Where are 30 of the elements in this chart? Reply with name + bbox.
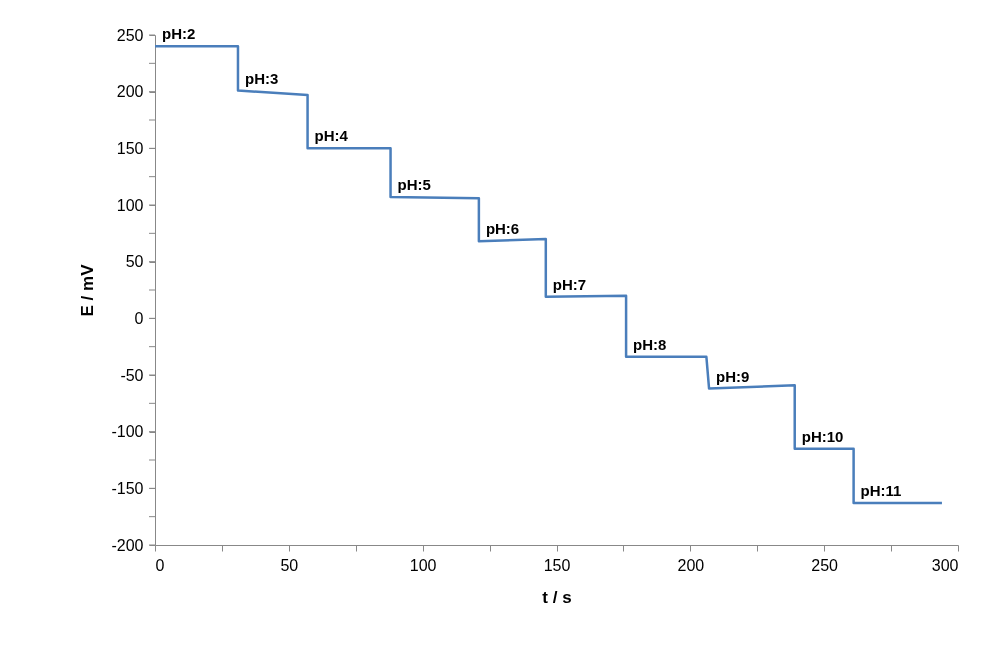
- annotation: pH:11: [860, 482, 902, 500]
- annotation: pH:7: [552, 275, 587, 293]
- annotation: pH:8: [633, 335, 667, 353]
- annotation: pH:10: [801, 427, 844, 445]
- annotation: pH:5: [397, 176, 431, 194]
- y-tick-label: 50: [125, 253, 144, 271]
- annotation: pH:9: [716, 367, 750, 385]
- x-tick-label: 0: [155, 556, 165, 574]
- annotation: pH:2: [162, 25, 196, 43]
- y-tick-label: 0: [134, 309, 144, 327]
- y-tick-label: 250: [116, 26, 144, 44]
- annotation: pH:6: [485, 220, 520, 238]
- y-tick-label: -200: [111, 536, 144, 554]
- y-tick-label: 150: [116, 139, 144, 157]
- x-tick-label: 250: [811, 556, 839, 574]
- y-tick-label: -50: [120, 366, 144, 384]
- annotation: pH:3: [244, 69, 279, 87]
- x-tick-label: 300: [931, 556, 959, 574]
- y-tick-label: -150: [111, 479, 144, 497]
- line-series: [153, 45, 944, 505]
- y-axis-title: E / mV: [78, 263, 98, 317]
- y-tick-label: -100: [111, 423, 144, 441]
- y-tick-label: 100: [116, 196, 144, 214]
- x-tick-label: 150: [543, 556, 571, 574]
- y-tick-label: 200: [116, 83, 144, 101]
- x-axis-title: t / s: [542, 587, 572, 607]
- x-tick-label: 200: [677, 556, 705, 574]
- annotation: pH:4: [314, 127, 349, 145]
- x-tick-label: 50: [280, 556, 299, 574]
- x-tick-label: 100: [409, 556, 437, 574]
